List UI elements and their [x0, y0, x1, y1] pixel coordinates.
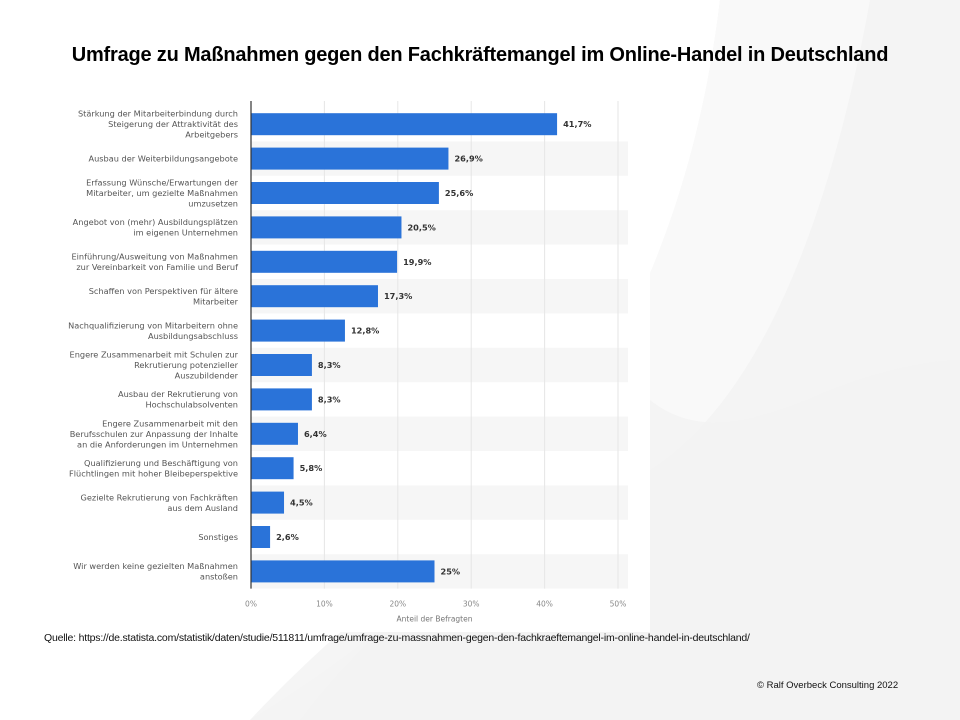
x-tick-label: 0% — [245, 600, 257, 609]
value-label: 26,9% — [454, 154, 482, 164]
x-tick-label: 10% — [316, 600, 333, 609]
x-tick-label: 30% — [463, 600, 480, 609]
category-label: Engere Zusammenarbeit mit den — [102, 418, 238, 428]
category-label: Auszubildender — [175, 371, 239, 381]
x-tick-label: 20% — [389, 600, 406, 609]
bar — [251, 560, 435, 583]
category-label: Qualifizierung und Beschäftigung von — [84, 458, 238, 468]
category-label: im eigenen Unternehmen — [133, 228, 238, 238]
row-stripe — [251, 485, 628, 520]
bar — [251, 285, 378, 308]
category-label: Flüchtlingen mit hoher Bleibeperspektive — [69, 468, 238, 478]
slide-title: Umfrage zu Maßnahmen gegen den Fachkräft… — [71, 44, 889, 66]
bar — [251, 182, 439, 204]
category-label: Schaffen von Perspektiven für ältere — [89, 286, 238, 296]
value-label: 20,5% — [407, 222, 435, 232]
category-label: Berufsschulen zur Anpassung der Inhalte — [70, 429, 238, 439]
bar — [251, 354, 312, 376]
category-label: Sonstiges — [198, 532, 238, 542]
category-label: Mitarbeiter — [193, 296, 239, 306]
bar — [251, 319, 345, 342]
category-label: Angebot von (mehr) Ausbildungsplätzen — [73, 217, 238, 227]
category-label: Rekrutierung potenzieller — [134, 360, 239, 370]
bar — [251, 526, 271, 548]
x-tick-label: 40% — [536, 600, 553, 609]
category-label: Engere Zusammenarbeit mit Schulen zur — [70, 350, 239, 360]
category-label: Arbeitgebers — [185, 130, 238, 140]
category-label: umzusetzen — [188, 199, 238, 209]
category-label: Ausbau der Rekrutierung von — [118, 389, 238, 399]
value-label: 2,6% — [276, 532, 299, 542]
bar — [251, 216, 402, 239]
value-label: 41,7% — [563, 119, 591, 129]
value-label: 17,3% — [384, 291, 412, 301]
category-label: Ausbau der Weiterbildungsangebote — [89, 154, 239, 164]
value-label: 8,3% — [318, 394, 341, 404]
bar — [251, 147, 449, 170]
value-label: 6,4% — [304, 429, 327, 439]
category-label: Stärkung der Mitarbeiterbindung durch — [78, 109, 238, 119]
value-label: 12,8% — [351, 326, 379, 336]
x-tick-label: 50% — [610, 600, 627, 609]
category-label: Wir werden keine gezielten Maßnahmen — [73, 561, 238, 571]
bar — [251, 250, 398, 273]
value-label: 25,6% — [445, 188, 473, 198]
row-stripe — [251, 347, 628, 383]
copyright-notice: © Ralf Overbeck Consulting 2022 — [757, 680, 899, 691]
row-stripe — [251, 416, 628, 451]
category-label: an die Anforderungen im Unternehmen — [77, 439, 238, 449]
category-label: Einführung/Ausweitung von Maßnahmen — [71, 252, 238, 262]
category-label: Ausbildungsabschluss — [148, 331, 238, 341]
bar — [251, 388, 312, 411]
category-label: Gezielte Rekrutierung von Fachkräften — [81, 492, 238, 502]
value-label: 19,9% — [403, 257, 431, 267]
category-label: Steigerung der Attraktivität des — [108, 119, 238, 129]
bar — [251, 491, 285, 514]
category-label: aus dem Ausland — [167, 503, 238, 513]
bar-chart: 41,7% Stärkung der Mitarbeiterbindung dur… — [68, 101, 628, 624]
category-label: Nachqualifizierung von Mitarbeitern ohne — [68, 320, 238, 330]
category-label: Hochschulabsolventen — [145, 400, 238, 410]
value-label: 25% — [441, 566, 461, 576]
value-label: 8,3% — [318, 360, 341, 370]
category-label: anstoßen — [200, 572, 238, 582]
source-citation: Quelle: https://de.statista.com/statisti… — [44, 632, 750, 644]
value-label: 5,8% — [300, 463, 323, 473]
bar — [251, 457, 294, 480]
bar — [251, 422, 298, 445]
value-label: 4,5% — [290, 498, 313, 508]
x-axis-title: Anteil der Befragten — [397, 615, 473, 624]
category-label: zur Vereinbarkeit von Familie und Beruf — [76, 262, 239, 272]
chart-panel: 41,7% Stärkung der Mitarbeiterbindung dur… — [30, 95, 650, 632]
bar — [251, 113, 558, 136]
category-label: Mitarbeiter, um gezielte Maßnahmen — [86, 188, 238, 198]
category-label: Erfassung Wünsche/Erwartungen der — [86, 178, 239, 188]
